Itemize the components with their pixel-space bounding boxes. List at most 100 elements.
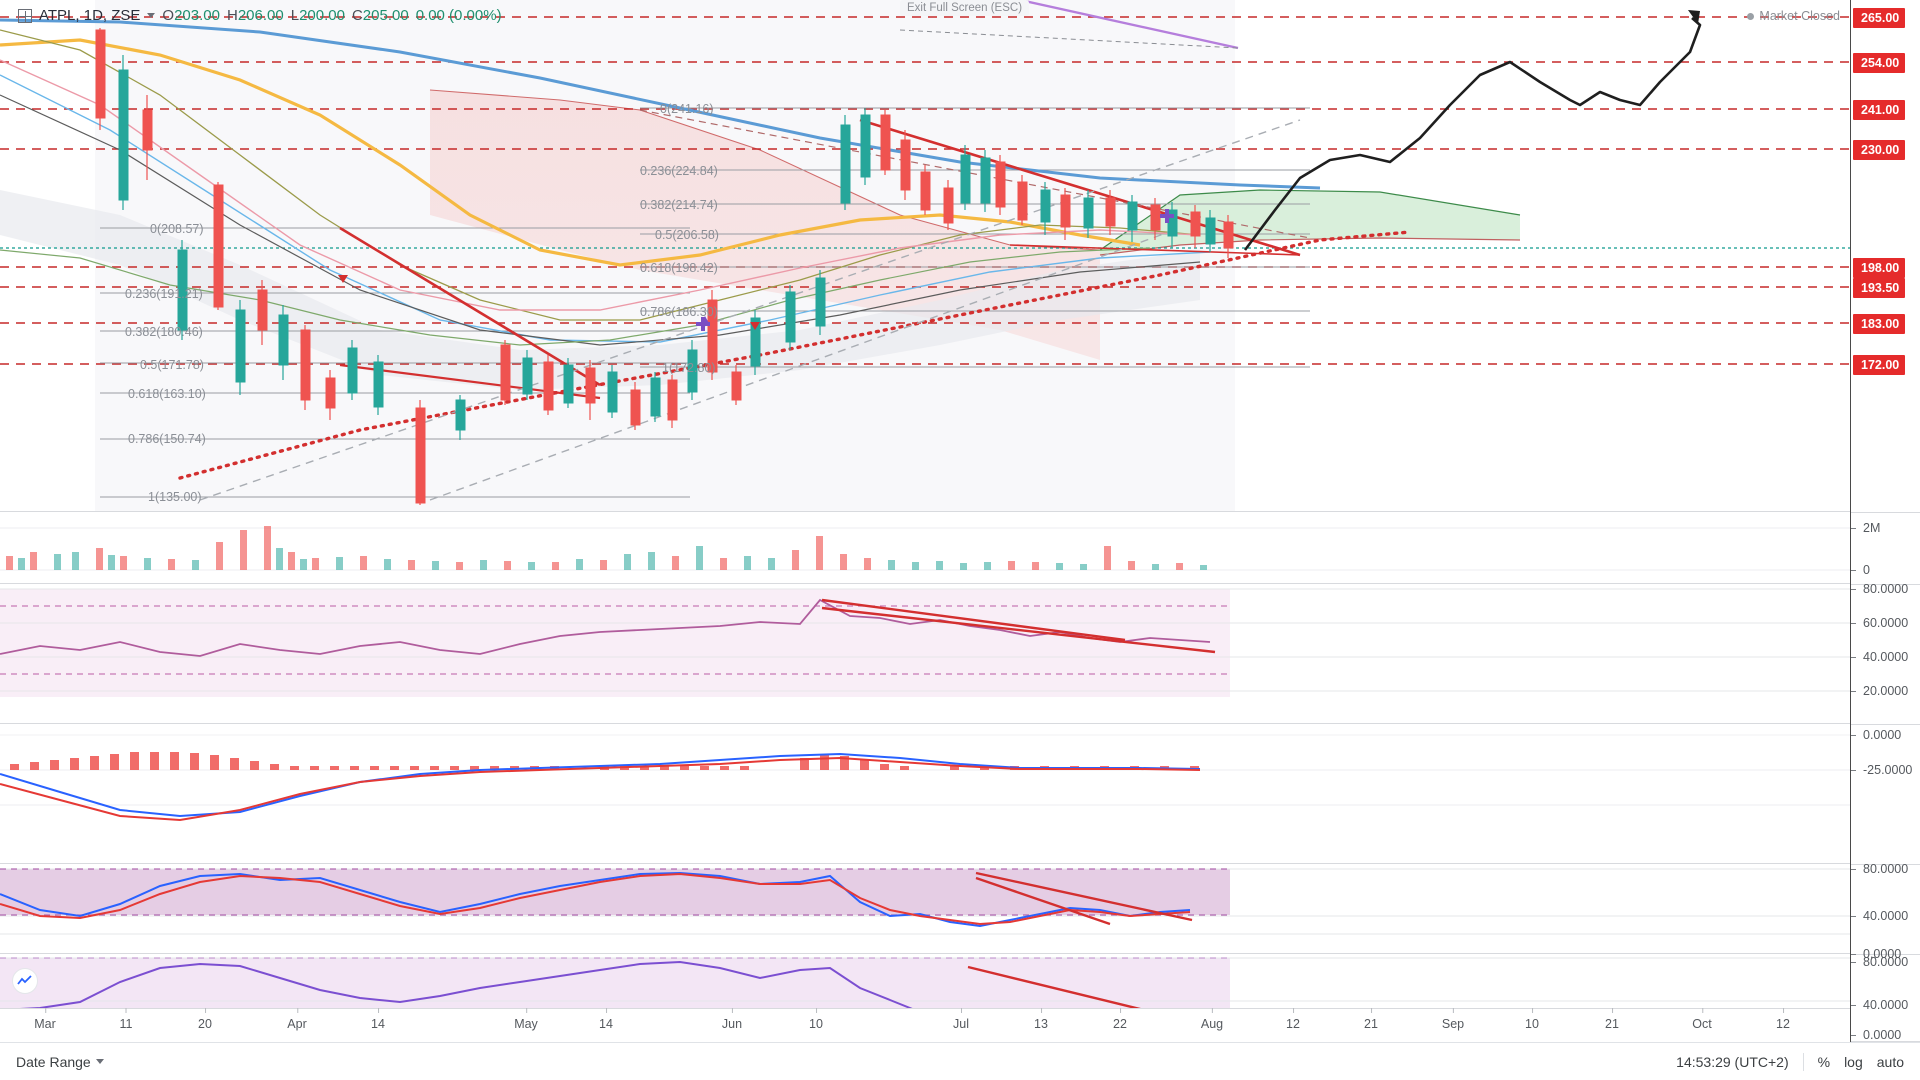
fib-level-label: 0(208.57) [150, 222, 204, 236]
ohlc-low: L200.00 [291, 7, 345, 24]
bottom-toolbar[interactable]: Date Range 14:53:29 (UTC+2) % log auto [0, 1042, 1920, 1080]
status-dot-icon [1747, 12, 1755, 20]
price-label[interactable]: 241.00 [1853, 100, 1906, 120]
time-tick: Jul [953, 1008, 969, 1031]
price-label[interactable]: 265.00 [1853, 8, 1906, 28]
price-label[interactable]: 198.00 [1853, 258, 1906, 278]
price-pane[interactable]: 0(208.57) 0.236(191.21) 0.382(180.46) 0.… [0, 0, 1850, 512]
trendline-grey [899, 29, 1239, 49]
candle-grid-icon[interactable] [18, 8, 32, 23]
projection-path [1243, 17, 1702, 251]
time-tick: 21 [1605, 1008, 1619, 1031]
fib-level-label: 0.618(163.10) [128, 387, 206, 401]
time-tick: Aug [1200, 1008, 1224, 1031]
time-tick: 10 [1525, 1008, 1539, 1031]
scale-tick: 0 [1851, 563, 1920, 578]
time-tick: Oct [1692, 1008, 1712, 1031]
ohlc-high: H206.00 [227, 7, 284, 24]
exit-full-screen-hint[interactable]: Exit Full Screen (ESC) [900, 0, 1030, 16]
scale-tick: 80.0000 [1851, 582, 1920, 597]
time-tick: 10 [809, 1008, 823, 1031]
ohlc-high-value: 206.00 [237, 7, 284, 24]
time-tick: 21 [1364, 1008, 1378, 1031]
date-range-button[interactable]: Date Range [16, 1054, 104, 1070]
log-toggle[interactable]: log [1844, 1053, 1863, 1070]
rsi-pane[interactable] [0, 584, 1850, 724]
chart-logo-icon[interactable] [12, 968, 38, 994]
chart-legend[interactable]: ATPL, 1D, ZSE O203.00 H206.00 L200.00 C2… [18, 7, 502, 24]
rsi-trendline-2 [821, 606, 1216, 654]
auto-toggle[interactable]: auto [1876, 1053, 1904, 1070]
fib-level-label: 0.786(186.30) [640, 305, 718, 319]
time-tick: Jun [721, 1008, 743, 1031]
fib-level-label: 0.786(150.74) [128, 432, 206, 446]
rsi-chart-svg [0, 588, 1850, 697]
date-range-label: Date Range [16, 1053, 91, 1070]
ma-orange [0, 38, 1141, 267]
ohlc-low-key: L [290, 7, 300, 24]
scale-tick: 40.0000 [1851, 650, 1920, 665]
chevron-down-icon[interactable] [95, 1059, 104, 1064]
scale-tick: 40.0000 [1851, 998, 1920, 1013]
trendline-red-1 [339, 226, 601, 387]
fib-level-label: 0.5(171.78) [140, 358, 204, 372]
scale-tick: 80.0000 [1851, 862, 1920, 877]
time-tick: 14 [599, 1008, 613, 1031]
clock-label[interactable]: 14:53:29 (UTC+2) [1676, 1053, 1789, 1070]
fib-level-label: 0(241.16) [660, 102, 714, 116]
trendline-dotted-red [178, 230, 1412, 480]
cloud-red [430, 90, 1100, 360]
time-tick: Sep [1441, 1008, 1465, 1031]
scale-tick: 80.0000 [1851, 955, 1920, 970]
macd-pane[interactable] [0, 724, 1850, 864]
stoch1-chart-svg [0, 868, 1850, 935]
fib-level-label: 1(172.80) [662, 361, 716, 375]
time-tick: Mar [34, 1008, 56, 1031]
volume-pane[interactable] [0, 512, 1850, 584]
ohlc-close: C205.00 [352, 7, 409, 24]
rsi-trendline-1 [821, 598, 1126, 642]
cloud-green [1100, 190, 1520, 255]
channel-dashed-1 [199, 119, 1301, 501]
stoch-k-line [0, 871, 1191, 928]
time-tick: 12 [1286, 1008, 1300, 1031]
price-change: 0.00 (0.00%) [415, 7, 502, 24]
price-scale[interactable]: 265.00 254.00 241.00 230.00 198.00 193.5… [1850, 0, 1920, 1080]
stoch1-trendline-2 [975, 876, 1111, 926]
ohlc-open: O203.00 [162, 7, 220, 24]
price-chart-svg [0, 0, 1850, 511]
symbol-label[interactable]: ATPL, 1D, ZSE [39, 7, 141, 24]
ma-lightblue [0, 74, 1211, 343]
ma-olive [0, 29, 1201, 321]
scale-tick: 60.0000 [1851, 616, 1920, 631]
band-shade [0, 190, 1200, 390]
ma-grey [0, 94, 1201, 346]
channel-dashed-2 [429, 227, 1181, 501]
fib-level-label: 1(135.00) [148, 490, 202, 504]
scale-tick: 40.0000 [1851, 909, 1920, 924]
price-label[interactable]: 172.00 [1853, 355, 1906, 375]
stoch2-chart-svg [0, 957, 1850, 1028]
time-tick: 11 [119, 1008, 133, 1031]
stochastic-pane-1[interactable] [0, 864, 1850, 954]
price-label[interactable]: 183.00 [1853, 314, 1906, 334]
time-tick: Apr [287, 1008, 307, 1031]
price-label[interactable]: 230.00 [1853, 140, 1906, 160]
time-tick: 22 [1113, 1008, 1127, 1031]
time-axis[interactable]: Mar 11 20 Apr 14 May 14 Jun 10 Jul 13 22… [0, 1008, 1850, 1042]
price-label[interactable]: 254.00 [1853, 53, 1906, 73]
time-tick: 20 [198, 1008, 212, 1031]
price-label[interactable]: 193.50 [1853, 278, 1906, 298]
chevron-down-icon[interactable] [147, 13, 156, 18]
ohlc-low-value: 200.00 [299, 7, 345, 24]
projection-arrow-icon [1688, 10, 1700, 24]
percent-toggle[interactable]: % [1817, 1053, 1831, 1070]
fib-level-label: 0.5(206.58) [655, 228, 719, 242]
ohlc-close-key: C [351, 7, 363, 24]
ohlc-high-key: H [226, 7, 238, 24]
fib-level-label: 0.618(198.42) [640, 261, 718, 275]
ma-pink [0, 59, 1201, 311]
signal-markers [338, 209, 1174, 331]
rsi-line [0, 598, 1211, 657]
